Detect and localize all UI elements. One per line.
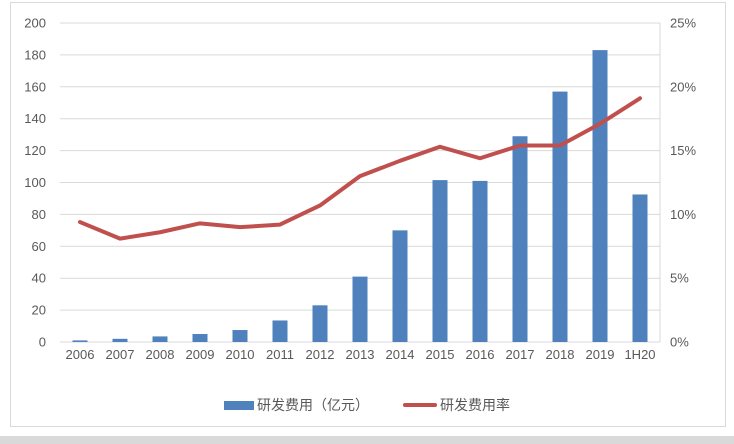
right-axis-tick-label: 25% (670, 16, 696, 31)
legend-line-label: 研发费用率 (440, 397, 510, 413)
x-axis-category-label: 2006 (66, 347, 95, 362)
rd-expense-bar (272, 320, 288, 342)
rd-expense-bar (512, 136, 528, 342)
x-axis-category-label: 2008 (146, 347, 175, 362)
left-axis-tick-label: 40 (32, 271, 46, 286)
right-axis-tick-label: 20% (670, 79, 696, 94)
rd-expense-bar (232, 330, 248, 342)
x-axis-category-label: 2019 (586, 347, 615, 362)
left-axis-tick-label: 140 (24, 111, 46, 126)
rd-expense-bar (392, 230, 408, 342)
x-axis-category-label: 2017 (506, 347, 535, 362)
right-axis-tick-label: 0% (670, 335, 689, 350)
left-axis-tick-label: 160 (24, 79, 46, 94)
rd-expense-bar (72, 340, 88, 342)
left-axis-tick-label: 60 (32, 239, 46, 254)
left-axis-tick-label: 80 (32, 207, 46, 222)
rd-expense-rate-line (78, 96, 642, 241)
x-axis-category-label: 2011 (266, 347, 294, 362)
left-axis-tick-label: 180 (24, 47, 46, 62)
rd-expense-bar (152, 336, 168, 342)
page-bottom-divider (0, 436, 734, 444)
rd-expense-bar (312, 305, 328, 342)
legend-item-rd-expense-rate: 研发费用率 (403, 398, 510, 412)
x-axis-category-label: 2012 (306, 347, 335, 362)
left-axis-tick-label: 20 (32, 303, 46, 318)
legend-bar-label: 研发费用（亿元） (257, 397, 369, 413)
rd-expense-bar (592, 50, 608, 343)
x-axis-category-label: 2016 (466, 347, 495, 362)
legend-item-rd-expense: 研发费用（亿元） (224, 398, 369, 412)
rd-expense-bar (352, 276, 368, 342)
x-axis-category-label: 2015 (426, 347, 455, 362)
x-axis-category-label: 2013 (346, 347, 375, 362)
x-axis-category-label: 2010 (226, 347, 255, 362)
rd-expense-bar (472, 180, 488, 342)
right-axis-tick-label: 10% (670, 207, 696, 222)
rd-expense-bar (552, 91, 568, 343)
left-axis-tick-label: 100 (24, 175, 46, 190)
x-axis-category-label: 2007 (106, 347, 135, 362)
rd-expense-bar (632, 194, 648, 342)
left-axis-tick-label: 120 (24, 143, 46, 158)
x-axis-category-label: 2009 (186, 347, 215, 362)
legend-bar-swatch (224, 400, 254, 410)
right-axis-tick-label: 5% (670, 271, 689, 286)
x-axis-category-label: 1H20 (624, 347, 655, 362)
rd-expense-bar (432, 180, 448, 342)
left-axis-tick-label: 200 (24, 16, 46, 31)
x-axis-category-label: 2018 (546, 347, 575, 362)
rd-expense-bar (192, 334, 208, 342)
left-axis-tick-label: 0 (39, 335, 46, 350)
legend-line-swatch (403, 403, 437, 407)
x-axis-category-label: 2014 (386, 347, 415, 362)
rd-expense-bar (112, 338, 128, 342)
right-axis-tick-label: 15% (670, 143, 696, 158)
chart-legend: 研发费用（亿元） 研发费用率 (0, 394, 734, 416)
